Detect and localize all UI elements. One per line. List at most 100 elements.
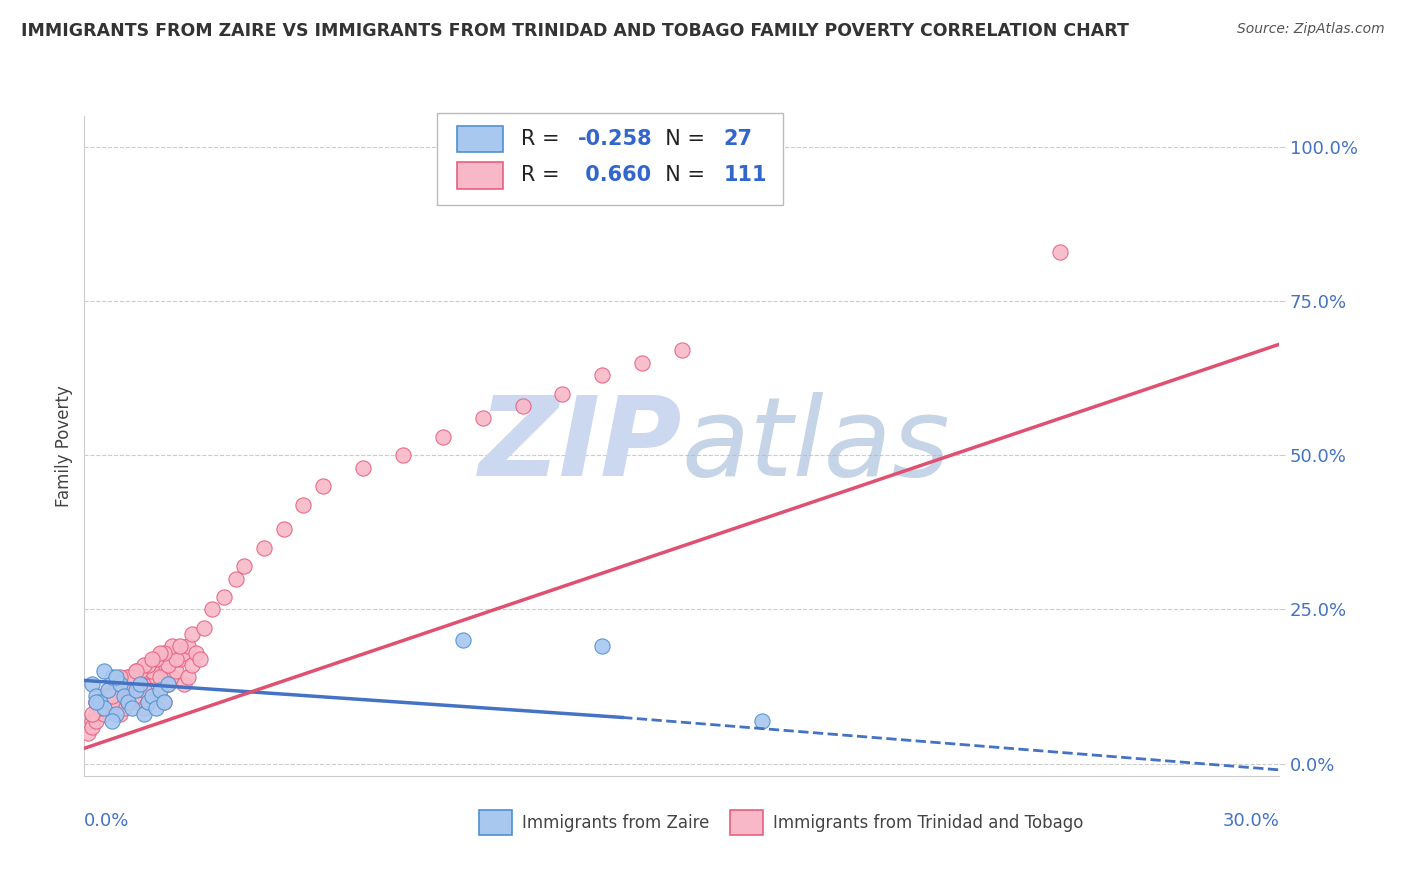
Text: Immigrants from Zaire: Immigrants from Zaire [522, 814, 709, 832]
FancyBboxPatch shape [457, 126, 503, 153]
Point [82, 714, 104, 728]
Point [631, 356, 654, 370]
Point [97, 682, 120, 697]
Point [169, 652, 191, 666]
Point [97, 695, 120, 709]
Point [181, 627, 204, 641]
Point [141, 664, 163, 678]
Text: Source: ZipAtlas.com: Source: ZipAtlas.com [1237, 22, 1385, 37]
Point [77, 726, 100, 740]
Point [352, 460, 374, 475]
Point [153, 658, 176, 673]
Point [591, 640, 613, 654]
Point [177, 640, 200, 654]
Point [173, 646, 195, 660]
Text: atlas: atlas [682, 392, 950, 500]
Point [253, 541, 276, 555]
Point [101, 689, 124, 703]
Point [86, 695, 108, 709]
Point [89, 695, 111, 709]
Point [212, 590, 235, 604]
Point [149, 682, 172, 697]
Point [93, 707, 115, 722]
Point [145, 664, 167, 678]
Point [136, 658, 159, 673]
Point [82, 676, 104, 690]
Point [149, 658, 172, 673]
Point [86, 714, 108, 728]
Point [129, 664, 152, 678]
Point [105, 682, 128, 697]
Point [149, 670, 172, 684]
Point [129, 676, 152, 690]
Point [292, 498, 315, 512]
Point [671, 343, 693, 358]
Point [149, 682, 172, 697]
Point [121, 670, 143, 684]
Point [110, 707, 132, 722]
FancyBboxPatch shape [437, 112, 783, 205]
Point [157, 676, 180, 690]
Point [121, 689, 143, 703]
Point [97, 689, 120, 703]
Point [89, 701, 111, 715]
Text: N =: N = [652, 165, 711, 186]
Point [129, 676, 152, 690]
Point [112, 689, 135, 703]
Point [105, 676, 128, 690]
Point [125, 670, 148, 684]
Point [591, 368, 613, 382]
Point [105, 676, 128, 690]
Point [112, 701, 135, 715]
Point [125, 664, 148, 678]
Point [86, 707, 108, 722]
Text: Immigrants from Trinidad and Tobago: Immigrants from Trinidad and Tobago [773, 814, 1083, 832]
Point [93, 707, 115, 722]
Point [471, 411, 494, 425]
Point [160, 646, 183, 660]
Point [141, 658, 163, 673]
Point [136, 695, 159, 709]
Point [188, 652, 211, 666]
Point [153, 670, 176, 684]
Point [132, 682, 156, 697]
Point [117, 695, 139, 709]
Point [110, 689, 132, 703]
Point [105, 707, 128, 722]
Point [97, 689, 120, 703]
Point [117, 695, 139, 709]
Point [512, 399, 534, 413]
Point [273, 522, 295, 536]
Point [184, 646, 207, 660]
Point [129, 689, 152, 703]
Point [392, 448, 415, 462]
Point [149, 646, 172, 660]
Point [451, 633, 474, 648]
Y-axis label: Family Poverty: Family Poverty [55, 385, 73, 507]
Point [86, 689, 108, 703]
Point [181, 658, 204, 673]
Point [121, 676, 143, 690]
Point [101, 670, 124, 684]
Point [225, 572, 247, 586]
Point [117, 676, 139, 690]
Point [125, 695, 148, 709]
Point [125, 664, 148, 678]
Text: IMMIGRANTS FROM ZAIRE VS IMMIGRANTS FROM TRINIDAD AND TOBAGO FAMILY POVERTY CORR: IMMIGRANTS FROM ZAIRE VS IMMIGRANTS FROM… [21, 22, 1129, 40]
Point [132, 707, 156, 722]
Point [173, 676, 195, 690]
Point [86, 695, 108, 709]
Text: ZIP: ZIP [478, 392, 682, 500]
Point [141, 682, 163, 697]
Point [110, 670, 132, 684]
Point [136, 695, 159, 709]
Point [751, 714, 773, 728]
Point [136, 664, 159, 678]
Point [93, 664, 115, 678]
Text: 30.0%: 30.0% [1223, 813, 1279, 830]
Point [89, 701, 111, 715]
Point [110, 676, 132, 690]
Text: R =: R = [520, 165, 565, 186]
Point [117, 670, 139, 684]
Point [169, 640, 191, 654]
